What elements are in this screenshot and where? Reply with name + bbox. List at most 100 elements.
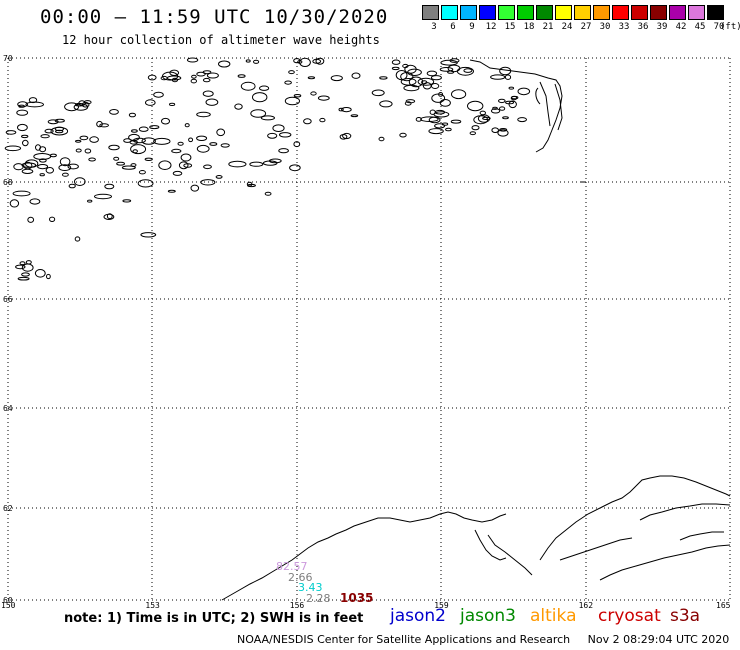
ice-contour	[96, 120, 103, 128]
ice-contour	[29, 198, 41, 205]
lat-label: 60	[3, 596, 13, 605]
ice-contour	[415, 117, 422, 122]
scale-swatch	[517, 5, 534, 20]
ice-contour	[172, 170, 183, 176]
ice-contour	[62, 172, 69, 177]
ice-contour	[200, 179, 216, 186]
ice-contour	[17, 123, 28, 132]
ice-contour	[68, 183, 76, 189]
lat-label: 68	[3, 178, 13, 187]
ice-contour	[447, 64, 461, 73]
satellite-legend-jason3: jason3	[460, 606, 516, 626]
ice-contour	[9, 199, 20, 208]
ice-contour	[12, 190, 31, 197]
ice-contour	[391, 66, 400, 71]
ice-contour	[250, 109, 267, 118]
ice-contour	[440, 59, 458, 66]
scale-swatch	[555, 5, 572, 20]
ice-contour	[319, 117, 326, 123]
ice-contour	[426, 70, 438, 77]
satellite-legend-jason2: jason2	[390, 606, 446, 626]
ice-contour	[108, 144, 120, 151]
ice-contour	[149, 125, 160, 130]
ice-contour	[379, 100, 393, 108]
ice-contour	[400, 78, 417, 86]
ice-contour	[395, 70, 408, 81]
ice-contour	[505, 100, 515, 105]
ice-contour	[421, 80, 428, 85]
ice-contour	[482, 116, 491, 121]
scale-swatch	[574, 5, 591, 20]
ice-contour	[40, 134, 50, 139]
scale-swatch	[593, 5, 610, 20]
timestamp-text: Nov 2 08:29:04 UTC 2020	[587, 633, 730, 646]
ice-contour	[158, 160, 172, 170]
ice-contour	[378, 136, 385, 142]
ice-contour	[429, 109, 436, 115]
ice-contour	[299, 57, 311, 68]
ice-contour	[54, 118, 65, 123]
ice-contour	[330, 75, 343, 82]
scale-swatch	[650, 5, 667, 20]
ice-contour	[293, 94, 302, 98]
ice-contour	[310, 91, 317, 96]
scale-swatch	[460, 5, 477, 20]
scale-swatch	[479, 5, 496, 20]
ice-contour	[74, 177, 86, 187]
ice-contour	[145, 99, 156, 106]
ice-contour	[166, 75, 182, 81]
ice-contour	[205, 98, 219, 106]
scale-label: 30	[599, 22, 611, 32]
ice-contour	[237, 74, 246, 78]
ice-contour	[430, 75, 442, 81]
ice-contour	[39, 173, 45, 177]
ice-contour	[196, 71, 206, 77]
ice-contour	[19, 261, 26, 266]
ice-contour	[312, 58, 322, 64]
scale-swatch	[498, 5, 515, 20]
siberian-coastline	[221, 59, 731, 601]
ice-contour	[490, 74, 506, 80]
ice-contour	[58, 164, 72, 172]
ice-contour	[279, 132, 292, 138]
ice-contour	[260, 115, 275, 121]
ice-contour	[391, 59, 401, 65]
ice-contour	[161, 117, 170, 125]
ice-contour	[128, 133, 140, 141]
ice-contour	[131, 129, 138, 133]
ice-contour	[490, 108, 501, 114]
ice-contour	[116, 161, 125, 166]
scale-swatch	[707, 5, 724, 20]
ice-contour	[35, 144, 41, 151]
ice-contour	[141, 137, 156, 145]
ice-contour	[79, 135, 89, 141]
ice-contour	[471, 125, 480, 131]
ice-contour	[404, 101, 412, 106]
ice-contour	[339, 134, 348, 140]
swh-observation: 2.28	[306, 592, 331, 605]
ice-contour	[190, 184, 200, 192]
ice-contour	[132, 149, 138, 154]
scale-swatch	[631, 5, 648, 20]
ice-contour	[449, 58, 460, 63]
ice-contour	[289, 164, 301, 172]
ice-contour	[203, 164, 212, 170]
ice-contour	[178, 161, 189, 170]
scale-label: 39	[656, 22, 668, 32]
ice-contour	[4, 145, 22, 152]
map-title: 00:00 – 11:59 UTC 10/30/2020	[40, 6, 389, 28]
ice-contour	[94, 193, 112, 200]
ice-contour	[240, 81, 256, 91]
ice-contour	[209, 142, 218, 146]
swh-observation: 82.57	[276, 560, 308, 573]
ice-contour	[491, 127, 500, 133]
ice-contour	[498, 98, 506, 104]
ice-contour	[196, 111, 211, 118]
ice-contour	[278, 148, 289, 154]
ice-contour	[439, 99, 451, 107]
ice-contour	[379, 76, 388, 80]
scale-label: 33	[618, 22, 630, 32]
ice-contour	[25, 260, 32, 265]
ice-contour	[167, 189, 176, 193]
